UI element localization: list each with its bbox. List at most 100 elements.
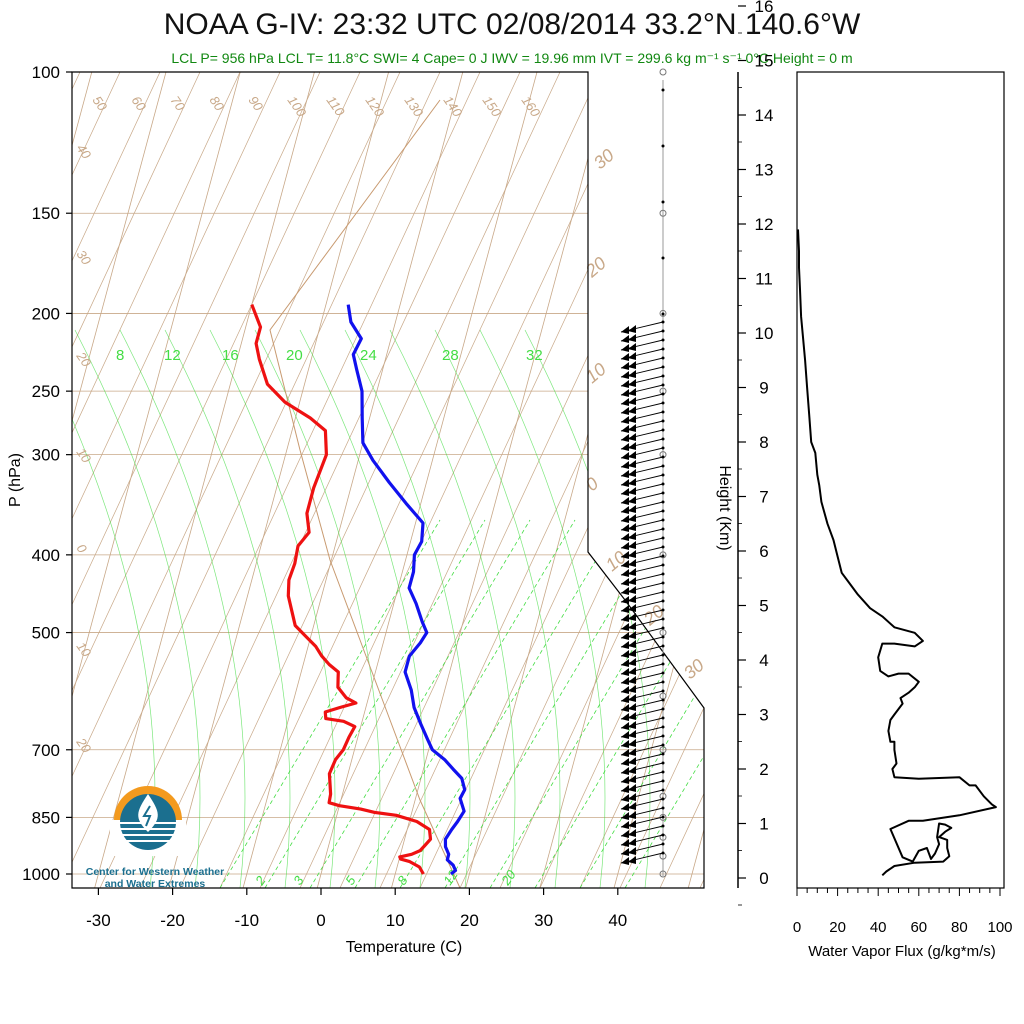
adiabat-label: 10: [74, 445, 95, 466]
barb-station-dot: [661, 401, 665, 405]
barb-station-dot: [661, 383, 665, 387]
barb-station-dot: [661, 88, 665, 92]
wind-barb-flag: [621, 793, 636, 802]
mixing-ratio-line: [579, 519, 704, 888]
barb-station-dot: [661, 455, 665, 459]
barb-station-dot: [661, 509, 665, 513]
wind-barb-flag: [621, 676, 636, 685]
wind-barb-flag: [621, 703, 636, 712]
mixing-ratio-label: 3: [290, 873, 307, 888]
height-tick-label: 14: [755, 106, 774, 125]
barb-station-dot: [661, 527, 665, 531]
dry-adiabat-line: [72, 72, 241, 888]
logo-wave: [118, 840, 178, 842]
x-tick-label: -30: [86, 911, 111, 930]
adiabat-label: 100: [285, 93, 310, 120]
wind-barb-flag: [621, 847, 636, 856]
dewpoint-line: [346, 304, 467, 876]
wind-barb-flag: [621, 505, 636, 514]
dry-adiabat-line: [139, 72, 521, 888]
adiabat-label: 160: [519, 93, 544, 120]
height-tick-label: 7: [759, 488, 768, 507]
isotherm-label: 0: [582, 473, 603, 495]
wind-barb-flag: [621, 559, 636, 568]
wind-barb-flag: [621, 622, 636, 631]
wind-barb-flag: [621, 613, 636, 622]
height-tick-label: 2: [759, 760, 768, 779]
isotherm-line: [167, 72, 389, 888]
barb-station-dot: [661, 347, 665, 351]
barb-station-dot: [661, 761, 665, 765]
barb-station-dot: [661, 725, 665, 729]
adiabat-label: 20: [73, 348, 95, 370]
parcel-path-line: [269, 99, 461, 888]
adiabat-label: 20: [73, 734, 95, 756]
wind-barb-flag: [621, 820, 636, 829]
wind-barb-flag: [621, 343, 636, 352]
y-tick-label: 300: [32, 446, 60, 465]
cw3e-logo: [110, 786, 186, 856]
wind-barb-flag: [621, 379, 636, 388]
x-axis-label: Temperature (C): [346, 939, 462, 956]
wind-barb-flag: [621, 469, 636, 478]
height-tick-label: 11: [755, 270, 773, 289]
mixing-ratio-line: [534, 519, 704, 888]
isotherm-label: 10: [602, 547, 630, 575]
wind-barb-flag: [621, 550, 636, 559]
barb-station-dot: [661, 312, 665, 316]
height-tick-label: 0: [759, 869, 768, 888]
isotherm-line: [72, 72, 167, 888]
barb-station-dot: [661, 374, 665, 378]
dry-adiabat-line: [72, 72, 161, 888]
y-tick-label: 200: [32, 304, 60, 323]
wind-barb-flag: [621, 829, 636, 838]
y-tick-label: 700: [32, 741, 60, 760]
dry-adiabat-line: [699, 72, 704, 888]
moist-adiabat-line: [389, 329, 516, 888]
moist-adiabat-line: [119, 329, 246, 888]
barb-station-dot: [661, 698, 665, 702]
wind-barb-flag: [621, 415, 636, 424]
dry-adiabat-line: [179, 72, 561, 888]
mixing-ratio-line: [399, 519, 621, 888]
dry-adiabat-line: [900, 72, 1024, 888]
dry-adiabat-line: [539, 72, 704, 888]
dry-adiabat-line: [740, 72, 1024, 888]
wind-barb-flag: [621, 406, 636, 415]
barb-station-dot: [661, 329, 665, 333]
skew-t-grid-labels: 50 60 70 80 90 100 110 120 130 140 150 160403020100…: [73, 93, 708, 888]
flux-x-tick-label: 0: [793, 919, 801, 936]
height-tick-label: 10: [755, 324, 774, 343]
barb-station-dot: [661, 707, 665, 711]
barb-station-dot: [661, 680, 665, 684]
barb-station-dot: [661, 770, 665, 774]
wind-barb-flag: [621, 658, 636, 667]
wind-barb-flag: [621, 640, 636, 649]
barb-station-dot: [661, 554, 665, 558]
height-tick-label: 6: [759, 542, 768, 561]
barb-station-dot: [661, 536, 665, 540]
barb-station-dot: [661, 491, 665, 495]
dry-adiabat-line: [499, 72, 704, 888]
barb-station-dot: [661, 256, 665, 260]
x-tick-label: 40: [608, 911, 627, 930]
dry-adiabat-line: [379, 72, 704, 888]
adiabat-label: 130: [402, 93, 427, 120]
wind-barb-flag: [621, 325, 636, 334]
wind-barb-flag: [621, 577, 636, 586]
height-axis-label: Height (Km): [716, 465, 733, 550]
x-tick-label: 10: [386, 911, 405, 930]
chart-title: NOAA G-IV: 23:32 UTC 02/08/2014 33.2°N 1…: [163, 8, 861, 41]
isotherm-line: [612, 72, 704, 888]
isotherm-label: 30: [680, 655, 708, 683]
barb-station-dot: [661, 365, 665, 369]
logo-drop: [138, 794, 158, 832]
height-tick-label: 8: [759, 433, 768, 452]
wind-barb-flag: [621, 766, 636, 775]
y-tick-label: 1000: [22, 865, 60, 884]
adiabat-label: 40: [74, 141, 95, 162]
mixing-ratio-label: 8: [116, 347, 124, 364]
